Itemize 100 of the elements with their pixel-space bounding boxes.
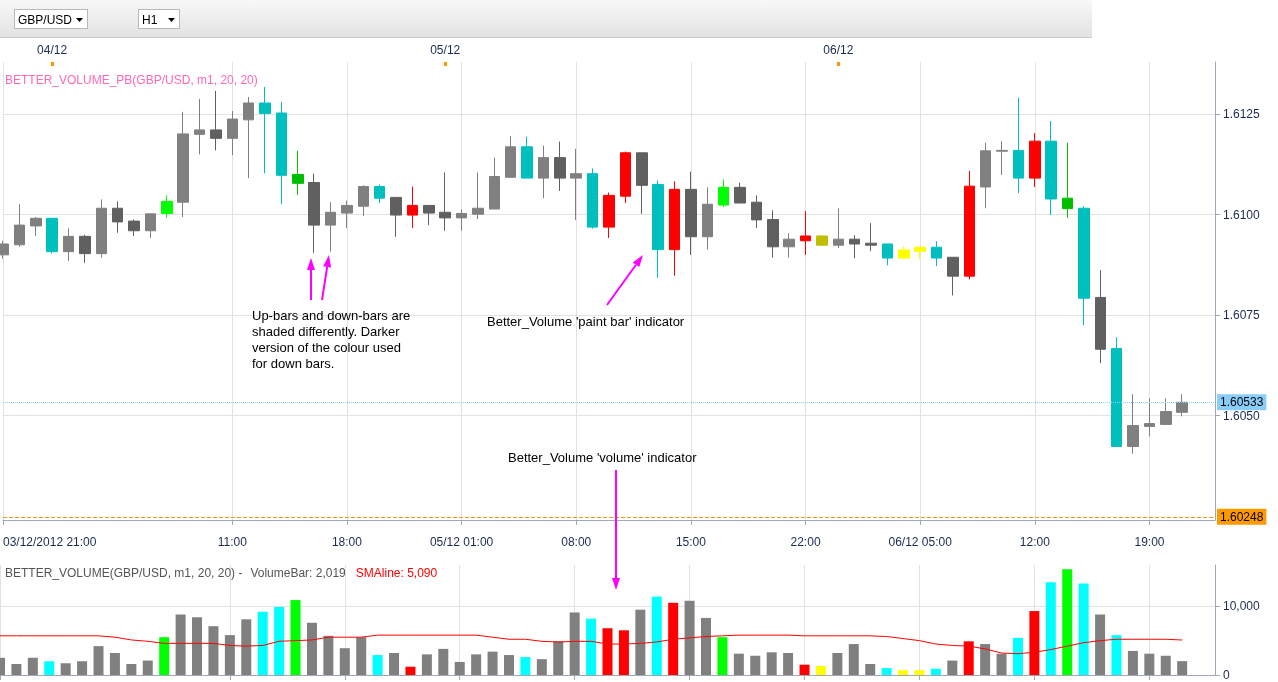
bar bbox=[224, 635, 235, 675]
bar bbox=[832, 653, 843, 675]
bar bbox=[339, 648, 350, 675]
candlestick bbox=[1045, 120, 1057, 216]
candlestick bbox=[685, 171, 697, 256]
bar bbox=[1127, 650, 1138, 675]
bar bbox=[192, 617, 203, 675]
bar bbox=[175, 614, 186, 675]
candlestick bbox=[800, 210, 811, 256]
candlestick bbox=[1144, 397, 1155, 437]
bar bbox=[750, 655, 761, 675]
candlestick bbox=[390, 196, 402, 238]
candlestick bbox=[702, 186, 713, 251]
x-tick-label: 05/12 01:00 bbox=[429, 535, 494, 549]
x2-tick-label: 04/12 bbox=[37, 43, 68, 57]
candlestick bbox=[1176, 393, 1188, 417]
bar bbox=[865, 664, 876, 675]
bar bbox=[914, 670, 925, 675]
bar bbox=[126, 664, 137, 675]
bar bbox=[701, 617, 712, 675]
bar bbox=[996, 653, 1007, 675]
ref-line-label: 1.60248 bbox=[1220, 509, 1264, 524]
bar bbox=[766, 652, 777, 675]
y-tick-label: 1.6125 bbox=[1223, 107, 1261, 122]
candlestick bbox=[914, 246, 926, 260]
bar bbox=[536, 659, 547, 675]
candlestick bbox=[243, 96, 254, 179]
candlestick bbox=[816, 234, 828, 247]
candlestick bbox=[931, 240, 942, 267]
bar bbox=[142, 660, 153, 675]
x-tick-label: 22:00 bbox=[790, 535, 821, 549]
bar bbox=[241, 619, 252, 675]
bar bbox=[454, 661, 465, 675]
bar bbox=[898, 670, 909, 675]
candlestick bbox=[865, 222, 877, 252]
bar bbox=[11, 664, 22, 675]
candlestick bbox=[358, 184, 369, 217]
bar bbox=[1078, 583, 1089, 675]
bar bbox=[1111, 635, 1122, 675]
bar bbox=[569, 612, 580, 675]
text: GBP/USD bbox=[14, 9, 88, 29]
bar bbox=[815, 666, 826, 675]
candlestick bbox=[1029, 132, 1041, 188]
bar bbox=[257, 611, 268, 675]
candlestick bbox=[489, 157, 500, 210]
bar bbox=[520, 657, 531, 675]
candlestick bbox=[947, 256, 959, 296]
candlestick bbox=[554, 141, 566, 192]
x2-tick-label: 06/12 bbox=[823, 43, 854, 57]
candlestick bbox=[472, 171, 484, 220]
bar bbox=[290, 600, 301, 675]
bar bbox=[93, 646, 104, 675]
bar bbox=[1095, 614, 1106, 675]
bar bbox=[274, 606, 285, 675]
candlestick bbox=[652, 180, 664, 279]
candlestick bbox=[227, 110, 238, 156]
y-tick-label: 1.6050 bbox=[1223, 408, 1261, 423]
ref-line-label: 1.60533 bbox=[1220, 395, 1264, 410]
candlestick bbox=[1095, 269, 1106, 364]
candlestick bbox=[849, 234, 860, 259]
bar bbox=[487, 651, 498, 675]
bar bbox=[438, 648, 449, 675]
candlestick bbox=[276, 101, 287, 205]
candlestick bbox=[423, 204, 435, 226]
candlestick bbox=[718, 178, 729, 208]
x-tick-label: 03/12/2012 21:00 bbox=[3, 535, 97, 549]
y-tick-label: 10,000 bbox=[1223, 599, 1261, 614]
candlestick bbox=[308, 173, 320, 254]
x2-tick-label: 05/12 bbox=[430, 43, 461, 57]
candlestick bbox=[964, 170, 975, 280]
candlestick bbox=[456, 208, 467, 232]
x-tick-label: 12:00 bbox=[1019, 535, 1051, 549]
x-tick-label: 08:00 bbox=[561, 535, 592, 549]
candlestick bbox=[194, 98, 205, 155]
bar bbox=[717, 637, 728, 675]
text: H1 bbox=[138, 9, 180, 29]
bar bbox=[1012, 637, 1023, 675]
bar bbox=[684, 600, 695, 675]
candlestick bbox=[570, 148, 582, 221]
candlestick bbox=[783, 232, 795, 259]
candlestick bbox=[325, 201, 336, 253]
bar bbox=[783, 653, 794, 675]
candlestick bbox=[1111, 336, 1122, 447]
annotation: Better_Volume 'volume' indicator bbox=[508, 450, 697, 466]
bar bbox=[421, 654, 432, 675]
bar bbox=[372, 655, 383, 675]
bar bbox=[323, 635, 334, 675]
candlestick bbox=[1078, 205, 1090, 326]
candlestick bbox=[898, 245, 910, 260]
candlestick bbox=[1160, 397, 1172, 425]
candlestick bbox=[96, 198, 107, 259]
candlestick bbox=[14, 203, 25, 248]
candlestick bbox=[1127, 393, 1139, 455]
bar bbox=[503, 655, 514, 675]
bar bbox=[27, 657, 38, 675]
bar bbox=[306, 622, 317, 675]
x-tick-label: 11:00 bbox=[217, 535, 248, 549]
candlestick bbox=[620, 151, 631, 204]
bar bbox=[1062, 569, 1073, 675]
bar bbox=[635, 609, 646, 675]
